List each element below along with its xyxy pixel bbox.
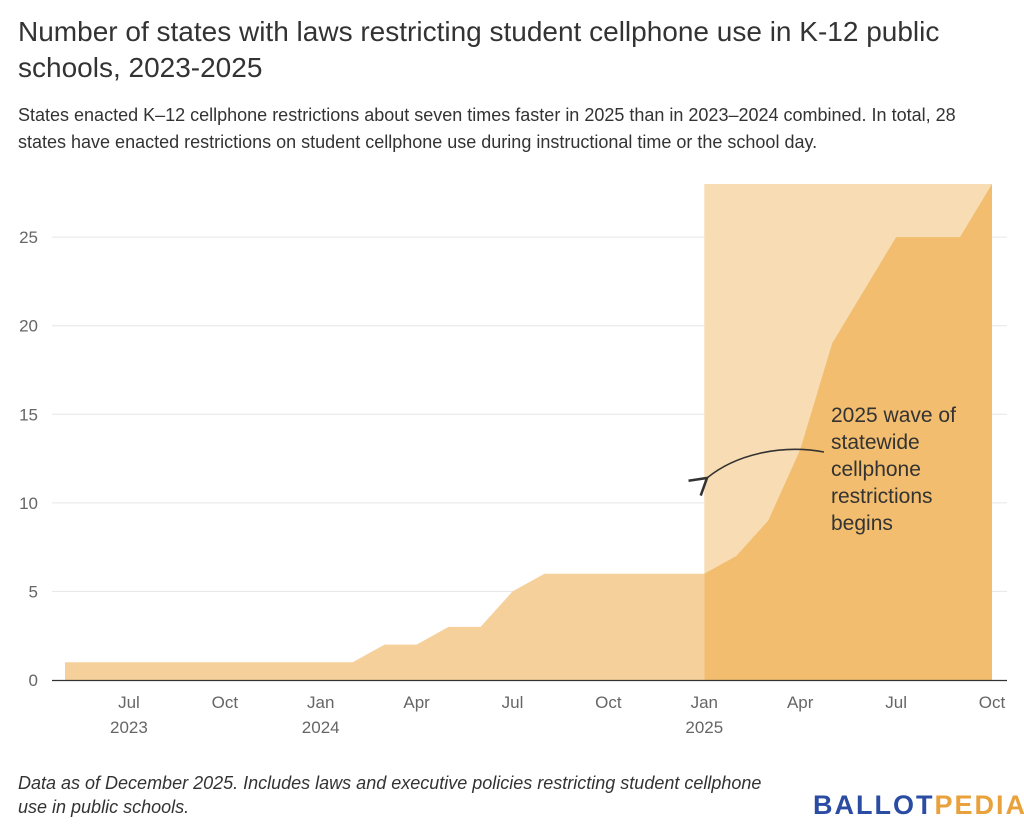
- chart-title: Number of states with laws restricting s…: [18, 16, 940, 83]
- data-note: Data as of December 2025. Includes laws …: [18, 773, 762, 817]
- y-tick-label: 20: [19, 317, 38, 336]
- x-tick-year-label: 2025: [685, 718, 723, 737]
- annotation-text-line: cellphone: [831, 458, 921, 481]
- area-2023-2024: [65, 573, 705, 680]
- ballotpedia-logo[interactable]: BALLOTPEDIA: [813, 790, 1024, 821]
- y-tick-label: 15: [19, 405, 38, 424]
- x-tick-label: Jan: [307, 693, 334, 712]
- x-tick-label: Apr: [403, 693, 430, 712]
- y-tick-label: 5: [29, 582, 38, 601]
- logo-part-ballot: BALLOT: [813, 790, 935, 820]
- x-tick-label: Jan: [691, 693, 718, 712]
- y-axis: 0 5 10 15 20 25: [19, 228, 38, 690]
- annotation-arrow: [688, 448, 825, 497]
- area-series: [65, 184, 992, 680]
- y-tick-label: 10: [19, 494, 38, 513]
- x-tick-year-label: 2024: [302, 718, 340, 737]
- logo-part-pedia: PEDIA: [934, 790, 1024, 820]
- y-tick-label: 25: [19, 228, 38, 247]
- x-tick-label: Oct: [595, 693, 622, 712]
- y-tick-label: 0: [29, 671, 38, 690]
- annotation-text-line: restrictions: [831, 485, 933, 508]
- x-tick-label: Apr: [787, 693, 814, 712]
- x-tick-label: Oct: [212, 693, 239, 712]
- annotation-text-line: begins: [831, 512, 893, 535]
- x-tick-label: Jul: [885, 693, 907, 712]
- annotation-text-line: statewide: [831, 431, 920, 454]
- x-tick-label: Jul: [502, 693, 524, 712]
- x-tick-label: Oct: [979, 693, 1006, 712]
- chart-subtitle: States enacted K–12 cellphone restrictio…: [18, 105, 956, 152]
- x-axis-labels: Jul 2023 Oct Jan 2024 Apr Jul Oct Jan 2025 Apr Jul O…: [110, 693, 1005, 737]
- area-2025: [704, 184, 992, 680]
- annotation: 2025 wave of statewide cellphone restrictio…: [688, 404, 956, 535]
- x-tick-label: Jul: [118, 693, 140, 712]
- x-tick-year-label: 2023: [110, 718, 148, 737]
- annotation-text-line: 2025 wave of: [831, 404, 956, 427]
